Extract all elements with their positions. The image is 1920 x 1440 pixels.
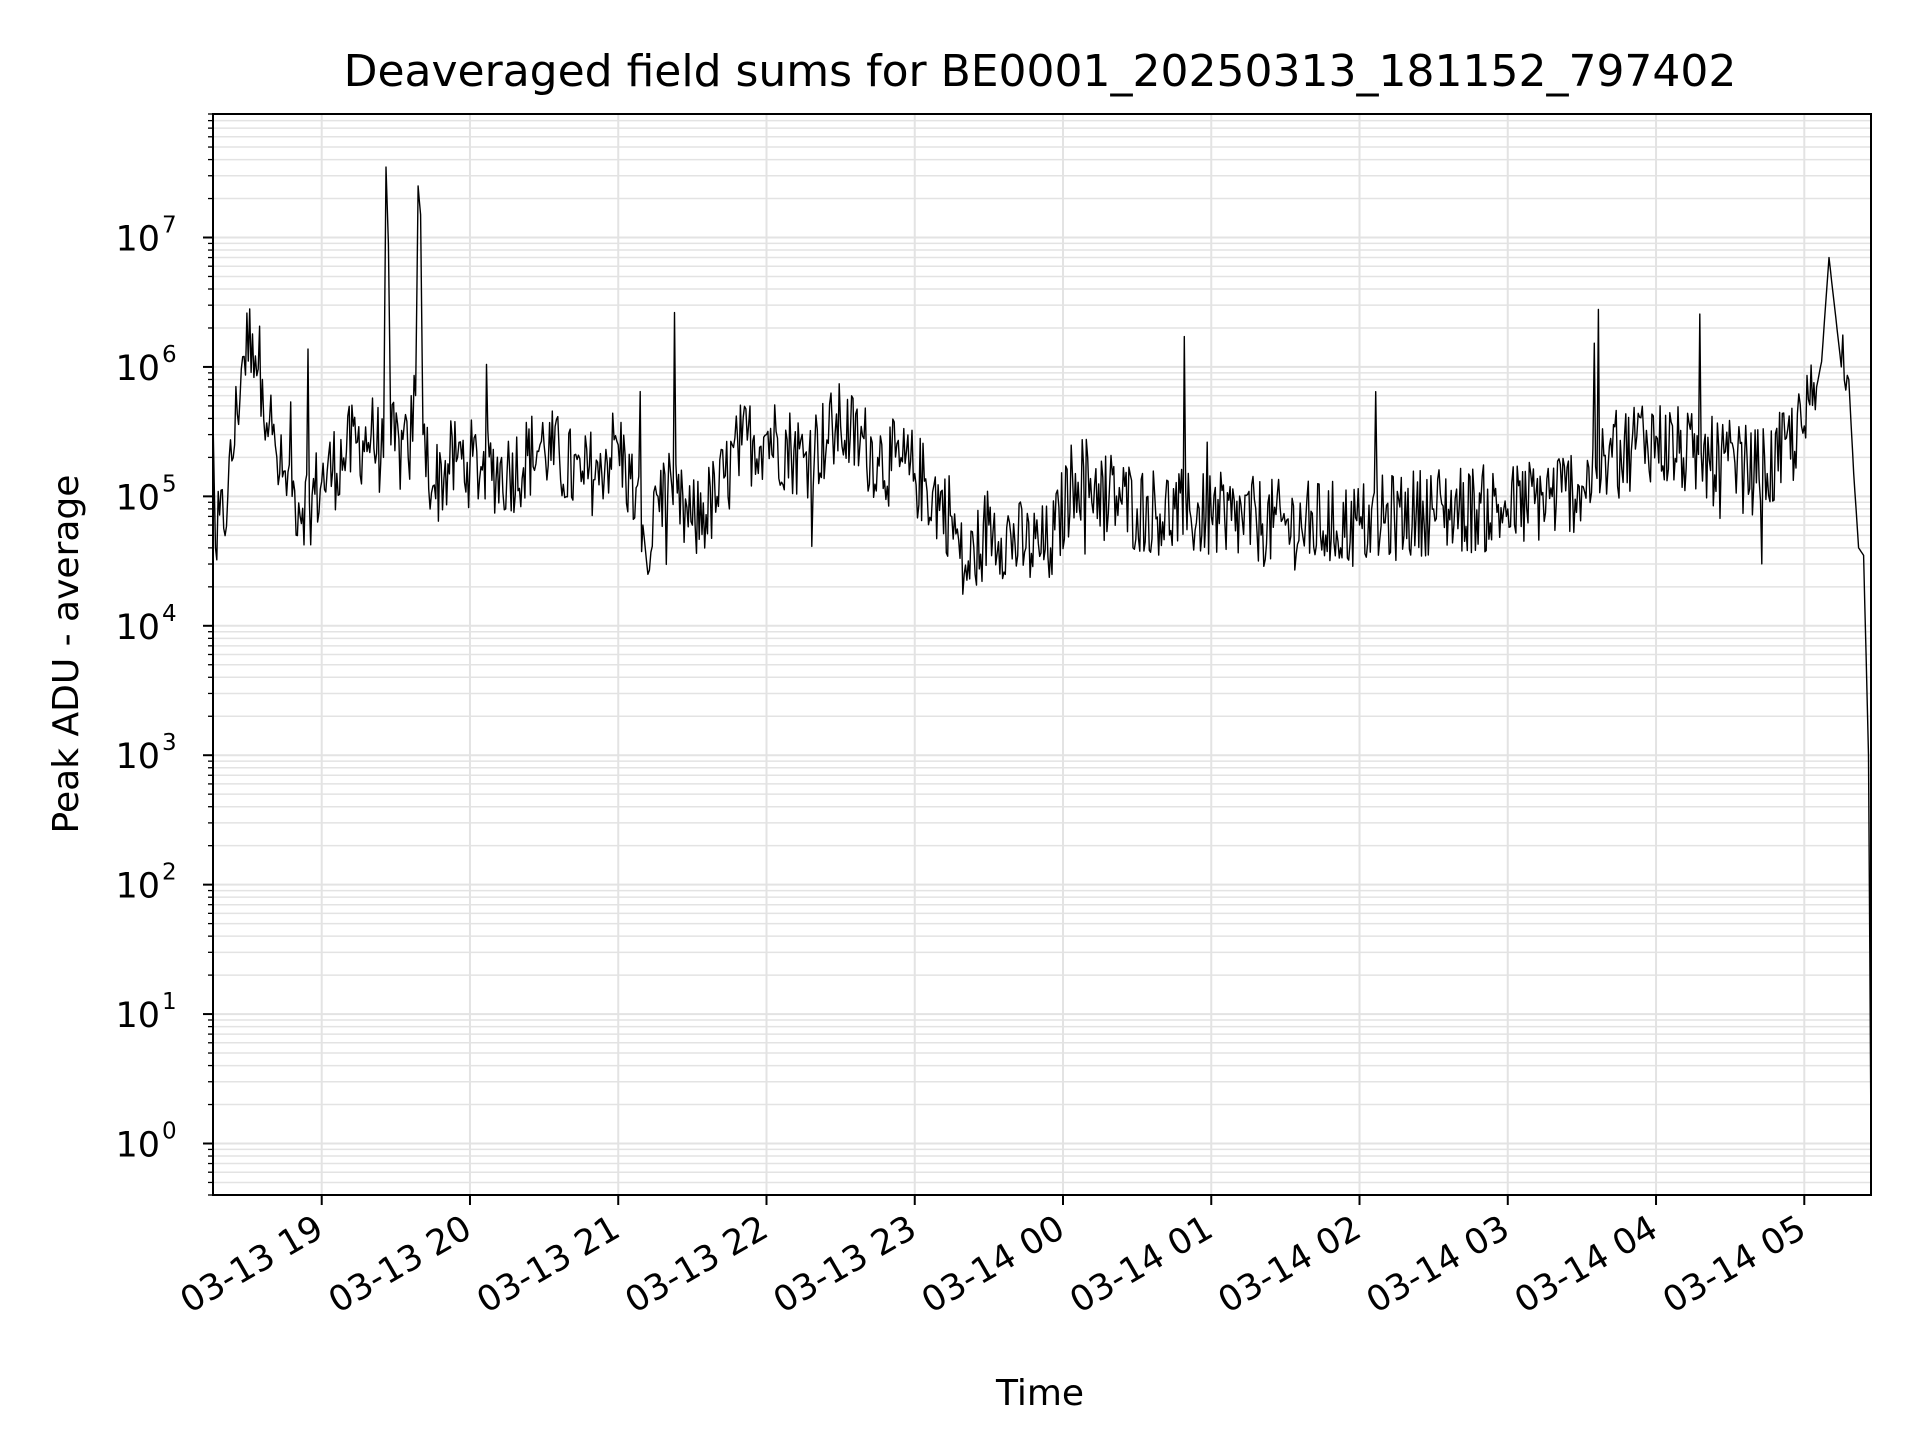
series-line [212, 166, 1872, 1144]
y-tick-base: 10 [115, 1125, 160, 1165]
y-tick-base: 10 [115, 737, 160, 777]
y-tick-exponent: 5 [162, 471, 177, 497]
x-tick-label: 03-14 01 [1063, 1208, 1219, 1321]
x-tick-label: 03-14 05 [1656, 1208, 1812, 1321]
y-tick-label: 10 2 [115, 860, 176, 907]
y-tick-label: 10 0 [115, 1118, 176, 1165]
y-tick-exponent: 6 [162, 342, 177, 368]
x-tick-label: 03-13 23 [767, 1208, 923, 1321]
y-tick-exponent: 3 [162, 730, 177, 756]
y-tick-label: 10 6 [115, 342, 176, 389]
y-tick-exponent: 1 [162, 989, 177, 1015]
y-tick-base: 10 [115, 867, 160, 907]
x-tick-label: 03-14 04 [1508, 1208, 1664, 1321]
y-tick-base: 10 [115, 996, 160, 1036]
y-tick-label: 10 5 [115, 471, 176, 518]
chart-title: Deaveraged field sums for BE0001_2025031… [344, 46, 1737, 97]
y-tick-base: 10 [115, 349, 160, 389]
y-tick-base: 10 [115, 220, 160, 260]
y-tick-base: 10 [115, 608, 160, 648]
y-tick-label: 10 1 [115, 989, 176, 1036]
x-tick-label: 03-14 02 [1212, 1208, 1368, 1321]
grid [213, 113, 1871, 1196]
x-tick-label: 03-13 20 [322, 1208, 478, 1321]
x-tick-label: 03-14 00 [915, 1208, 1071, 1321]
y-tick-exponent: 2 [162, 860, 177, 886]
y-tick-exponent: 0 [162, 1118, 177, 1144]
y-tick-label: 10 3 [115, 730, 176, 777]
x-tick-label: 03-13 22 [619, 1208, 775, 1321]
y-tick-label: 10 4 [115, 601, 176, 648]
y-axis-label: Peak ADU - average [46, 475, 87, 834]
y-tick-base: 10 [115, 478, 160, 518]
x-tick-label: 03-14 03 [1360, 1208, 1516, 1321]
y-tick-label: 10 7 [115, 213, 176, 260]
y-tick-exponent: 7 [162, 213, 177, 239]
y-tick-exponent: 4 [162, 601, 177, 627]
x-axis-label: Time [995, 1373, 1084, 1414]
x-tick-label: 03-13 21 [470, 1208, 626, 1321]
x-tick-label: 03-13 19 [174, 1208, 330, 1321]
